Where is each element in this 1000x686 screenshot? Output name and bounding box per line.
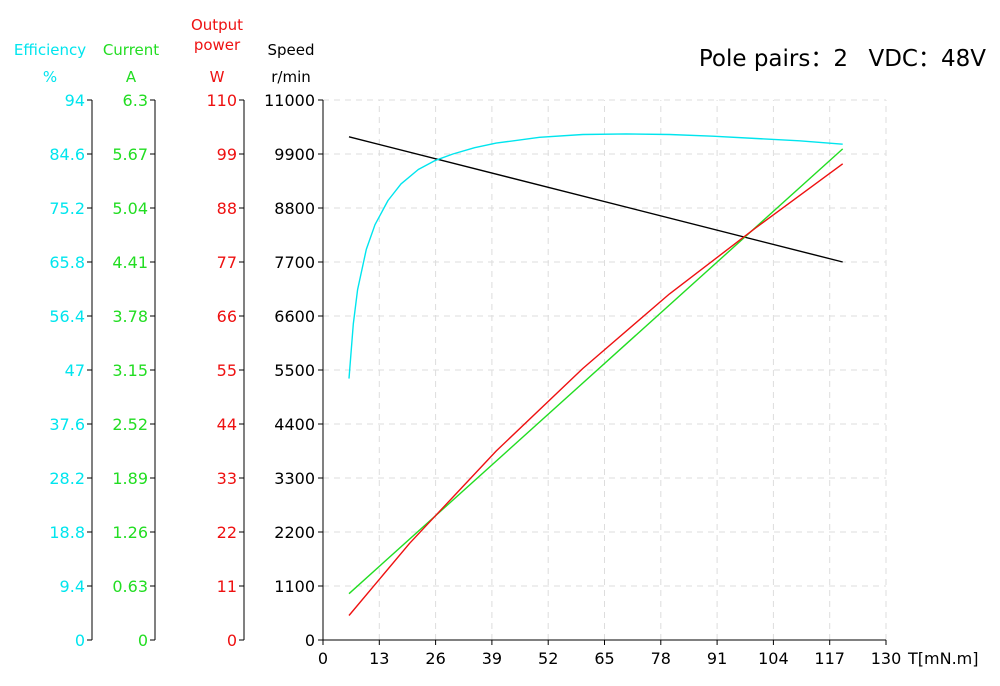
torque-tick-label: 130 [871,649,902,668]
speed-tick-label: 9900 [274,145,315,164]
power-tick-label: 77 [217,253,237,272]
current-tick-label: 0.63 [112,577,148,596]
current-tick-label: 0 [138,631,148,650]
power-tick-label: 99 [217,145,237,164]
speed-tick-label: 4400 [274,415,315,434]
torque-tick-label: 117 [814,649,845,668]
current-tick-label: 1.26 [112,523,148,542]
speed-axis-unit: r/min [271,68,311,86]
power-tick-label: 0 [227,631,237,650]
current-tick-label: 4.41 [112,253,148,272]
efficiency-tick-label: 56.4 [49,307,85,326]
torque-tick-label: 65 [594,649,614,668]
power-tick-label: 55 [217,361,237,380]
current-tick-label: 3.78 [112,307,148,326]
torque-tick-label: 78 [651,649,671,668]
power-tick-label: 33 [217,469,237,488]
speed-axis-title: Speed [267,41,314,59]
efficiency-tick-label: 37.6 [49,415,85,434]
speed-tick-label: 5500 [274,361,315,380]
speed-tick-label: 11000 [264,91,315,110]
grid [323,99,887,640]
current-axis-unit: A [126,68,137,86]
efficiency-tick-label: 94 [65,91,85,110]
power-tick-label: 110 [206,91,237,110]
efficiency-tick-label: 75.2 [49,199,85,218]
pole-pairs-label: Pole pairs：2 [699,46,848,72]
torque-tick-label: 26 [425,649,445,668]
torque-tick-label: 0 [318,649,328,668]
efficiency-tick-label: 9.4 [60,577,85,596]
torque-axis-label: T[mN.m] [907,649,978,668]
efficiency-tick-label: 65.8 [49,253,85,272]
current-tick-label: 5.67 [112,145,148,164]
speed-curve [348,136,843,263]
current-tick-label: 5.04 [112,199,148,218]
current-tick-label: 6.3 [123,91,148,110]
efficiency-tick-label: 84.6 [49,145,85,164]
power-axis-title: power [194,36,241,54]
axes: 0 9.4 18.8 28.2 37.6 47 56.4 65.8 75.2 84.6 94 Effi… [14,16,979,668]
speed-tick-label: 3300 [274,469,315,488]
speed-tick-label: 1100 [274,577,315,596]
power-curve [348,163,844,616]
current-axis-title: Current [103,41,159,59]
current-tick-label: 1.89 [112,469,148,488]
current-curve [348,148,844,595]
vdc-label: VDC：48V [868,46,986,72]
speed-tick-label: 0 [305,631,315,650]
efficiency-axis-unit: % [43,68,57,86]
torque-tick-label: 104 [758,649,789,668]
power-axis-unit: W [210,68,225,86]
speed-tick-label: 2200 [274,523,315,542]
speed-tick-label: 8800 [274,199,315,218]
current-tick-label: 2.52 [112,415,148,434]
power-tick-label: 44 [217,415,237,434]
current-tick-label: 3.15 [112,361,148,380]
series-lines [348,133,844,616]
efficiency-tick-label: 28.2 [49,469,85,488]
power-axis-title: Output [191,16,243,34]
speed-tick-label: 7700 [274,253,315,272]
torque-tick-label: 52 [538,649,558,668]
efficiency-axis-title: Efficiency [14,41,86,59]
torque-tick-label: 39 [482,649,502,668]
efficiency-tick-label: 0 [75,631,85,650]
torque-tick-label: 13 [369,649,389,668]
power-tick-label: 66 [217,307,237,326]
power-tick-label: 11 [217,577,237,596]
efficiency-tick-label: 47 [65,361,85,380]
speed-tick-label: 6600 [274,307,315,326]
efficiency-curve [348,133,843,379]
torque-tick-label: 91 [707,649,727,668]
efficiency-tick-label: 18.8 [49,523,85,542]
power-tick-label: 88 [217,199,237,218]
power-tick-label: 22 [217,523,237,542]
